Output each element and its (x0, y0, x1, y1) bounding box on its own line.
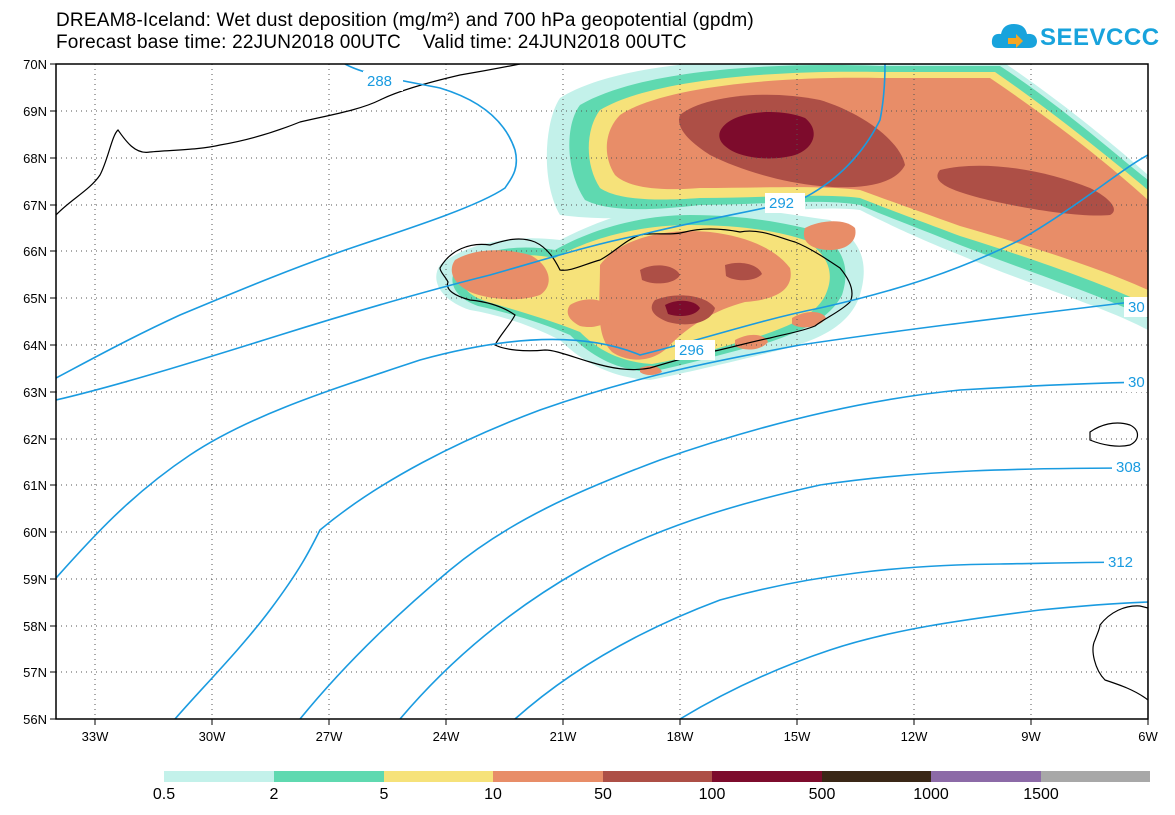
lat-label: 64N (23, 338, 47, 353)
lat-label: 70N (23, 57, 47, 72)
lat-label: 68N (23, 151, 47, 166)
legend-swatch-8 (1041, 771, 1150, 782)
legend-label: 50 (594, 786, 612, 803)
legend-swatch-2 (384, 771, 493, 782)
legend-label: 10 (484, 786, 502, 803)
lat-label: 60N (23, 525, 47, 540)
lat-label: 63N (23, 385, 47, 400)
legend-swatch-1 (274, 771, 384, 782)
lat-label: 58N (23, 619, 47, 634)
legend-label: 1500 (1023, 786, 1059, 803)
legend-swatch-3 (493, 771, 603, 782)
geopotential-contours (56, 64, 1148, 719)
lat-label: 56N (23, 712, 47, 727)
lon-label: 6W (1138, 729, 1158, 744)
legend-label: 100 (698, 786, 726, 803)
legend-label: 2 (269, 786, 279, 803)
coastlines (56, 64, 1148, 701)
contour-label-308: 308 (1116, 459, 1141, 476)
dust-field (436, 64, 1148, 380)
lat-label: 67N (23, 198, 47, 213)
lat-label: 61N (23, 478, 47, 493)
latitude-labels: 70N 69N 68N 67N 66N 65N 64N 63N 62N 61N … (23, 57, 47, 727)
lat-label: 66N (23, 244, 47, 259)
lon-label: 33W (82, 729, 109, 744)
lon-label: 24W (433, 729, 460, 744)
legend-swatch-0 (164, 771, 274, 782)
lon-label: 12W (901, 729, 928, 744)
logo-text: SEEVCCC (1040, 24, 1160, 51)
contour-label-296: 296 (679, 342, 704, 359)
longitude-labels: 33W 30W 27W 24W 21W 18W 15W 12W 9W 6W (82, 729, 1159, 744)
contour-label-300: 30 (1128, 299, 1145, 316)
contour-labels: 288 292 296 30 30 308 312 (363, 71, 1148, 572)
legend-label: 500 (808, 786, 836, 803)
seevccc-logo: SEEVCCC (990, 16, 1160, 56)
lat-label: 65N (23, 291, 47, 306)
lat-lon-grid (56, 64, 1148, 719)
greenland-coast (56, 64, 521, 216)
lon-label: 9W (1021, 729, 1041, 744)
map-subtitle: Forecast base time: 22JUN2018 00UTC Vali… (56, 32, 687, 53)
contour-label-312: 312 (1108, 554, 1133, 571)
contour-label-292: 292 (769, 195, 794, 212)
scotland-coast (1092, 605, 1148, 701)
tick-marks (50, 63, 1149, 725)
legend-label: 5 (379, 786, 389, 803)
lat-label: 57N (23, 665, 47, 680)
legend-label: 1000 (913, 786, 949, 803)
contour-label-288: 288 (367, 73, 392, 90)
legend-colorbar (164, 771, 1150, 782)
lon-label: 27W (316, 729, 343, 744)
faroe-coast (1089, 422, 1139, 447)
lon-label: 21W (550, 729, 577, 744)
lon-label: 15W (784, 729, 811, 744)
iceland-coast (439, 228, 853, 371)
lat-label: 62N (23, 432, 47, 447)
cloud-icon (991, 24, 1037, 48)
lon-label: 18W (667, 729, 694, 744)
legend-swatch-7 (931, 771, 1041, 782)
legend-swatch-4 (603, 771, 712, 782)
lat-label: 59N (23, 572, 47, 587)
legend-swatch-5 (712, 771, 822, 782)
legend-swatch-6 (822, 771, 931, 782)
map-title: DREAM8-Iceland: Wet dust deposition (mg/… (56, 10, 754, 31)
lon-label: 30W (199, 729, 226, 744)
legend-label: 0.5 (152, 786, 176, 803)
contour-label-304: 30 (1128, 374, 1145, 391)
lat-label: 69N (23, 104, 47, 119)
